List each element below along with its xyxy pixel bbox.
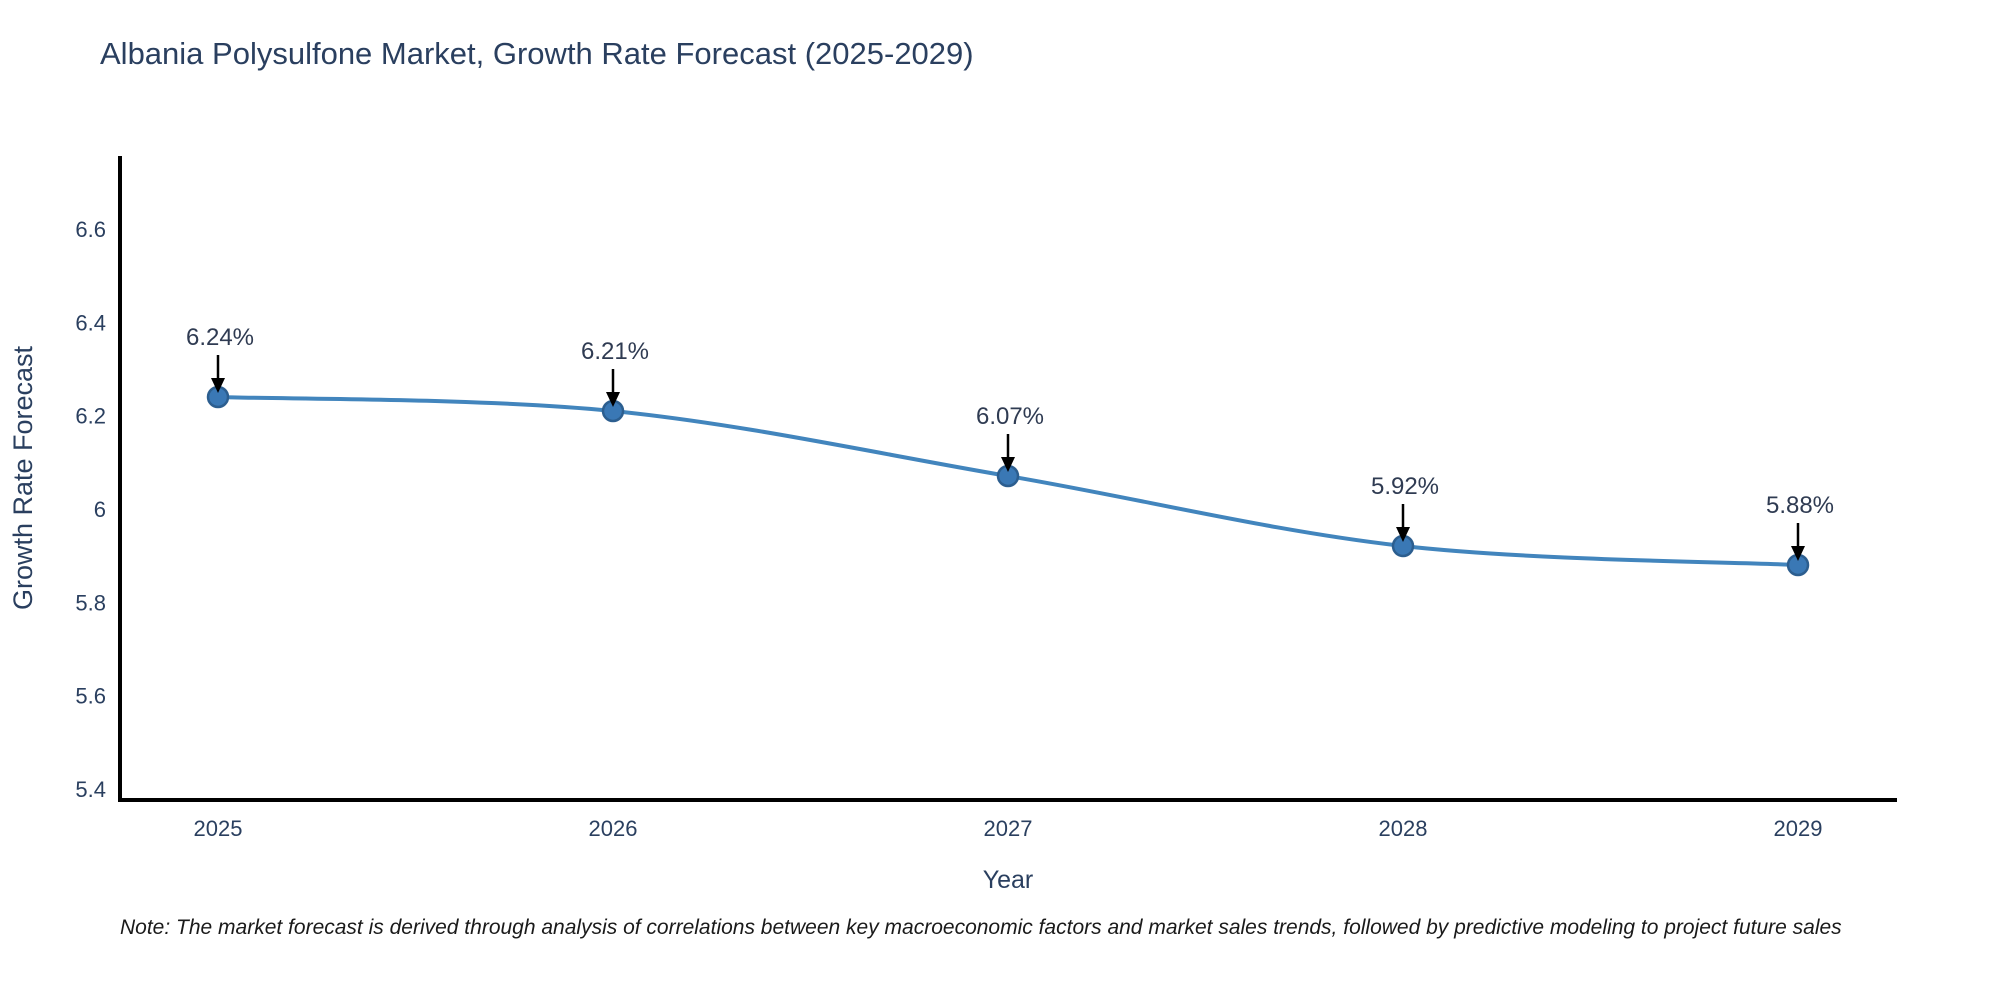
y-tick-label: 6	[94, 497, 106, 522]
y-axis-title: Growth Rate Forecast	[8, 345, 38, 610]
x-axis-title: Year	[983, 866, 1034, 894]
data-point-annotations: 6.24% 6.21% 6.07% 5.92% 5.88%	[186, 324, 1834, 561]
y-tick-label: 5.4	[75, 777, 106, 802]
x-tick-label: 2027	[984, 816, 1033, 841]
data-point-label: 5.92%	[1371, 473, 1439, 500]
y-tick-label: 6.6	[75, 217, 106, 242]
x-tick-label: 2026	[589, 816, 638, 841]
data-point-label: 6.21%	[581, 338, 649, 365]
data-point-label: 6.07%	[976, 403, 1044, 430]
annotation-arrow-head	[1396, 527, 1410, 542]
y-axis-tick-labels: 5.4 5.6 5.8 6 6.2 6.4 6.6	[75, 217, 106, 802]
y-tick-label: 5.6	[75, 684, 106, 709]
annotation-arrow-head	[211, 378, 225, 393]
chart-footnote: Note: The market forecast is derived thr…	[120, 916, 1842, 939]
annotation-arrow-head	[606, 392, 620, 407]
x-tick-label: 2028	[1379, 816, 1428, 841]
annotation-arrow-head	[1001, 457, 1015, 472]
y-tick-label: 6.2	[75, 404, 106, 429]
annotation-arrow-head	[1791, 546, 1805, 561]
x-tick-label: 2029	[1774, 816, 1823, 841]
data-point-label: 5.88%	[1766, 492, 1834, 519]
chart-title: Albania Polysulfone Market, Growth Rate …	[100, 36, 974, 71]
y-tick-label: 6.4	[75, 310, 106, 335]
data-point-label: 6.24%	[186, 324, 254, 351]
y-tick-label: 5.8	[75, 590, 106, 615]
x-tick-label: 2025	[194, 816, 243, 841]
x-axis-tick-labels: 2025 2026 2027 2028 2029	[194, 816, 1823, 841]
